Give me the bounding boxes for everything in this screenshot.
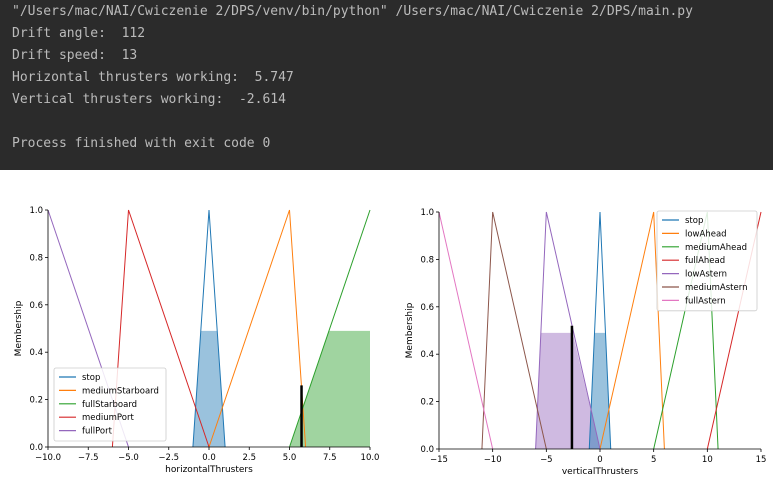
x-tick-label: −5 <box>540 455 553 465</box>
legend-box <box>53 367 167 442</box>
vertical-thrusters-output: Vertical thrusters working: -2.614 <box>12 92 286 107</box>
exit-message: Process finished with exit code 0 <box>12 136 271 151</box>
series-line-mediumStarboard <box>208 209 307 448</box>
x-tick-label: −10.0 <box>35 453 61 463</box>
terminal-output: "/Users/mac/NAI/Cwiczenie 2/DPS/venv/bin… <box>0 0 773 170</box>
y-tick-label: 0.0 <box>420 445 434 455</box>
x-tick-label: −15 <box>430 455 448 465</box>
x-tick-label: 10 <box>702 455 713 465</box>
y-tick-label: 0.2 <box>420 398 434 408</box>
y-tick-label: 0.2 <box>29 396 43 406</box>
chart-2: −15 −10 −5 0 5 10 15 0.0 0.2 0.4 0.6 0.8 1.0 vertical… <box>405 208 766 477</box>
x-tick-label: 10.0 <box>361 453 380 463</box>
x-axis-label: horizontalThrusters <box>165 465 253 475</box>
fill-area-2 <box>289 330 370 447</box>
x-tick-label: 15 <box>756 455 767 465</box>
chart-1: −10.0 −7.5 −5.0 −2.5 0.0 2.5 5.0 7.5 10.0 0.0 0.2 0… <box>14 206 379 475</box>
legend-label: mediumStarboard <box>82 386 159 396</box>
series-line-fullAstern <box>438 211 494 450</box>
legend-label: stop <box>685 216 703 226</box>
legend: stop mediumStarboard fullStarboard mediumPo… <box>53 367 167 442</box>
horizontal-thrusters-output: Horizontal thrusters working: 5.747 <box>12 70 294 85</box>
y-axis-label: Membership <box>14 300 24 356</box>
legend-label: mediumPort <box>82 413 134 423</box>
fill-area-2 <box>589 332 611 449</box>
x-tick-label: −10 <box>484 455 502 465</box>
legend-label: fullStarboard <box>82 400 137 410</box>
x-tick-label: −5.0 <box>118 453 139 463</box>
series-line-mediumAstern <box>481 211 547 450</box>
y-tick-label: 0.6 <box>420 303 434 313</box>
x-tick-label: 5.0 <box>283 453 297 463</box>
series-line-fullStarboard <box>289 209 371 448</box>
y-tick-label: 0.4 <box>420 350 434 360</box>
legend-label: fullAstern <box>685 296 726 306</box>
y-tick-label: 0.6 <box>29 301 43 311</box>
legend-label: fullAhead <box>685 256 725 266</box>
run-command: "/Users/mac/NAI/Cwiczenie 2/DPS/venv/bin… <box>12 4 693 19</box>
legend-label: mediumAhead <box>685 243 747 253</box>
x-tick-label: 0 <box>597 455 602 465</box>
legend: stop lowAhead mediumAhead fullAhead lowAster… <box>656 210 758 312</box>
y-tick-label: 1.0 <box>29 206 43 216</box>
legend-label: lowAstern <box>685 270 727 280</box>
series-line-lowAstern <box>535 211 601 450</box>
drift-speed-output: Drift speed: 13 <box>12 48 138 63</box>
x-tick-label: 0.0 <box>202 453 216 463</box>
legend-label: stop <box>82 373 100 383</box>
x-tick-label: 5 <box>651 455 656 465</box>
y-axis-label: Membership <box>405 302 415 358</box>
series-line-lowAhead <box>599 211 665 450</box>
y-tick-label: 0.8 <box>420 255 434 265</box>
y-tick-label: 1.0 <box>420 208 434 218</box>
x-tick-label: 7.5 <box>323 453 337 463</box>
fill-area-1 <box>192 330 226 447</box>
drift-angle-output: Drift angle: 112 <box>12 26 146 41</box>
y-tick-label: 0.0 <box>29 443 43 453</box>
x-axis-label: verticalThrusters <box>562 467 639 477</box>
legend-box <box>656 210 758 312</box>
x-tick-label: 2.5 <box>242 453 256 463</box>
fill-area-1 <box>535 332 600 449</box>
x-tick-label: −7.5 <box>78 453 99 463</box>
plots-area: −10.0 −7.5 −5.0 −2.5 0.0 2.5 5.0 7.5 10.0 0.0 0.2 0… <box>0 170 773 496</box>
legend-label: fullPort <box>82 427 113 437</box>
y-tick-label: 0.4 <box>29 348 43 358</box>
series-line-stop <box>588 211 612 450</box>
x-tick-label: −2.5 <box>158 453 179 463</box>
legend-label: lowAhead <box>685 229 727 239</box>
series-line-stop <box>192 209 226 448</box>
legend-label: mediumAstern <box>685 283 747 293</box>
y-tick-label: 0.8 <box>29 253 43 263</box>
charts-svg: −10.0 −7.5 −5.0 −2.5 0.0 2.5 5.0 7.5 10.0 0.0 0.2 0… <box>14 206 766 477</box>
